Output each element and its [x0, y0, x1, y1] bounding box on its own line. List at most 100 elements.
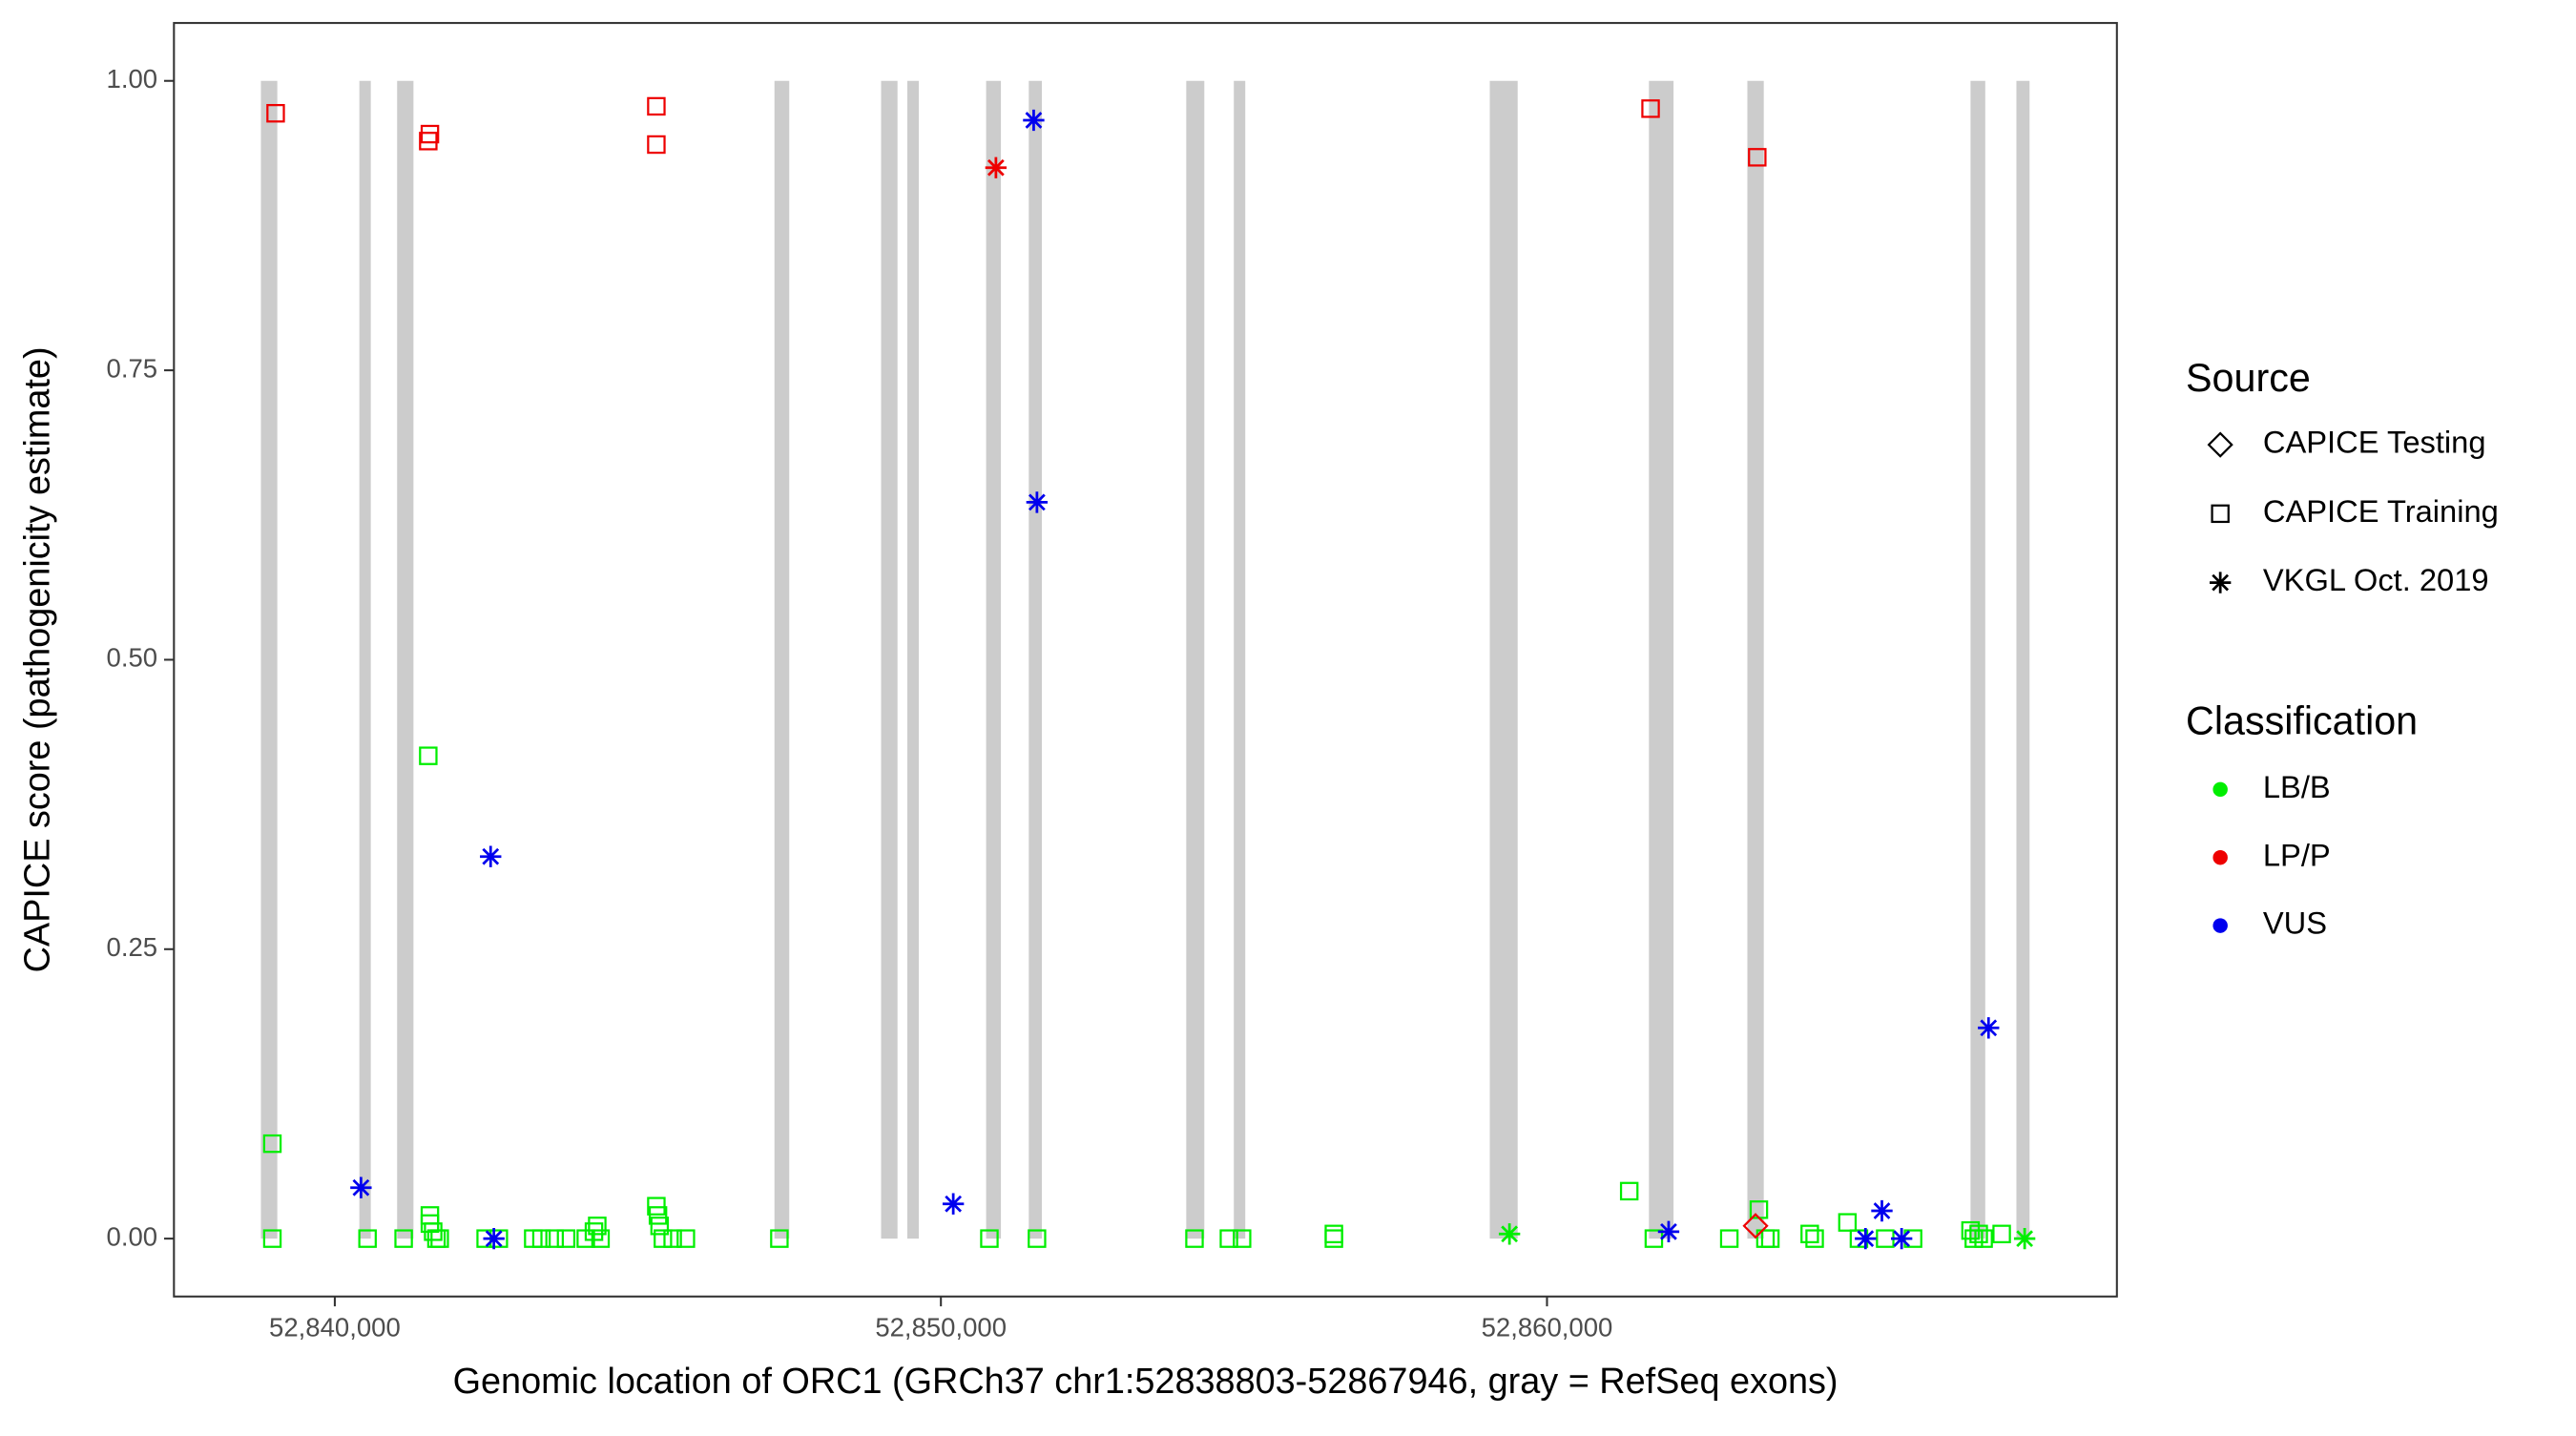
exon-band — [2016, 80, 2030, 1239]
exon-band — [359, 80, 371, 1239]
exon-band — [1186, 80, 1205, 1239]
legend-title: Classification — [2186, 698, 2418, 742]
exon-band — [906, 80, 920, 1239]
y-tick-label: 1.00 — [107, 64, 158, 94]
legend-symbol — [2211, 504, 2230, 524]
exon-band — [774, 80, 790, 1239]
point — [648, 1206, 668, 1225]
point — [584, 1222, 604, 1241]
y-tick-label: 0.50 — [107, 643, 158, 673]
legend-label: CAPICE Testing — [2263, 425, 2486, 460]
y-tick-label: 0.25 — [107, 932, 158, 962]
point — [770, 1229, 789, 1248]
point — [424, 1222, 443, 1241]
point — [1838, 1213, 1858, 1232]
y-axis-title: CAPICE score (pathogenicity estimate) — [17, 346, 57, 972]
legend-label: VUS — [2263, 905, 2327, 941]
point — [1760, 1229, 1780, 1248]
point — [647, 96, 666, 116]
legend-symbol — [2212, 781, 2228, 798]
point — [483, 1227, 505, 1250]
point — [1324, 1229, 1343, 1248]
exon-band — [1970, 80, 1985, 1239]
point — [1641, 99, 1660, 118]
point — [1026, 491, 1049, 513]
exon-band — [881, 80, 898, 1239]
point — [1978, 1017, 2000, 1039]
point — [1974, 1229, 1993, 1248]
exon-band — [1747, 80, 1764, 1239]
point — [663, 1229, 682, 1248]
point — [942, 1193, 965, 1215]
point — [394, 1229, 413, 1248]
point — [1876, 1229, 1895, 1248]
legend-symbol — [2212, 918, 2228, 933]
exon-band — [260, 80, 278, 1239]
point — [350, 1176, 372, 1198]
point — [419, 746, 438, 765]
exon-band — [1649, 80, 1674, 1239]
point — [985, 156, 1008, 178]
legend-label: LP/P — [2263, 837, 2331, 872]
point — [980, 1229, 999, 1248]
point — [1748, 148, 1767, 167]
point — [1969, 1224, 1988, 1243]
point — [1185, 1229, 1204, 1248]
point — [1992, 1224, 2011, 1243]
point — [266, 104, 285, 123]
exon-band — [1028, 80, 1043, 1239]
point — [654, 1229, 673, 1248]
y-tick-label: 0.75 — [107, 353, 158, 383]
point — [2013, 1227, 2036, 1250]
point — [647, 135, 666, 155]
point — [588, 1217, 607, 1236]
point — [676, 1229, 696, 1248]
point — [1028, 1229, 1047, 1248]
legend-label: LB/B — [2263, 769, 2331, 804]
panel-border — [173, 22, 2118, 1298]
point — [1805, 1229, 1824, 1248]
exon-band — [397, 80, 414, 1239]
point — [1964, 1229, 1984, 1248]
point — [1233, 1229, 1252, 1248]
point — [1871, 1199, 1893, 1222]
exon-band — [1489, 80, 1518, 1239]
point — [1219, 1229, 1238, 1248]
chart-root: Genomic location of ORC1 (GRCh37 chr1:52… — [17, 22, 2499, 1402]
point — [1324, 1224, 1343, 1243]
legend-symbol — [2209, 572, 2232, 593]
point — [430, 1229, 449, 1248]
point — [591, 1229, 611, 1248]
point — [419, 132, 438, 151]
exon-band — [986, 80, 1002, 1239]
point — [1023, 109, 1045, 132]
legend-symbol — [2212, 849, 2228, 865]
exon-band — [1234, 80, 1246, 1239]
y-tick-label: 0.00 — [107, 1221, 158, 1251]
legend-label: VKGL Oct. 2019 — [2263, 562, 2489, 597]
point — [1498, 1223, 1521, 1245]
point — [650, 1217, 670, 1236]
point — [358, 1229, 377, 1248]
legend-symbol — [2207, 431, 2233, 458]
point — [1800, 1224, 1819, 1243]
point — [480, 845, 502, 867]
x-tick-label: 52,840,000 — [269, 1312, 401, 1342]
point — [262, 1229, 282, 1248]
point — [545, 1229, 564, 1248]
point — [262, 1134, 282, 1154]
legend-label: CAPICE Training — [2263, 493, 2499, 529]
point — [1855, 1227, 1877, 1250]
point — [1719, 1229, 1739, 1248]
x-tick-label: 52,850,000 — [875, 1312, 1007, 1342]
point — [1619, 1181, 1639, 1201]
point — [420, 124, 440, 144]
x-tick-label: 52,860,000 — [1482, 1312, 1613, 1342]
legend-title: Source — [2186, 356, 2311, 400]
point — [1742, 1213, 1769, 1239]
point — [1657, 1220, 1680, 1243]
point — [1890, 1227, 1913, 1250]
point — [556, 1229, 576, 1248]
